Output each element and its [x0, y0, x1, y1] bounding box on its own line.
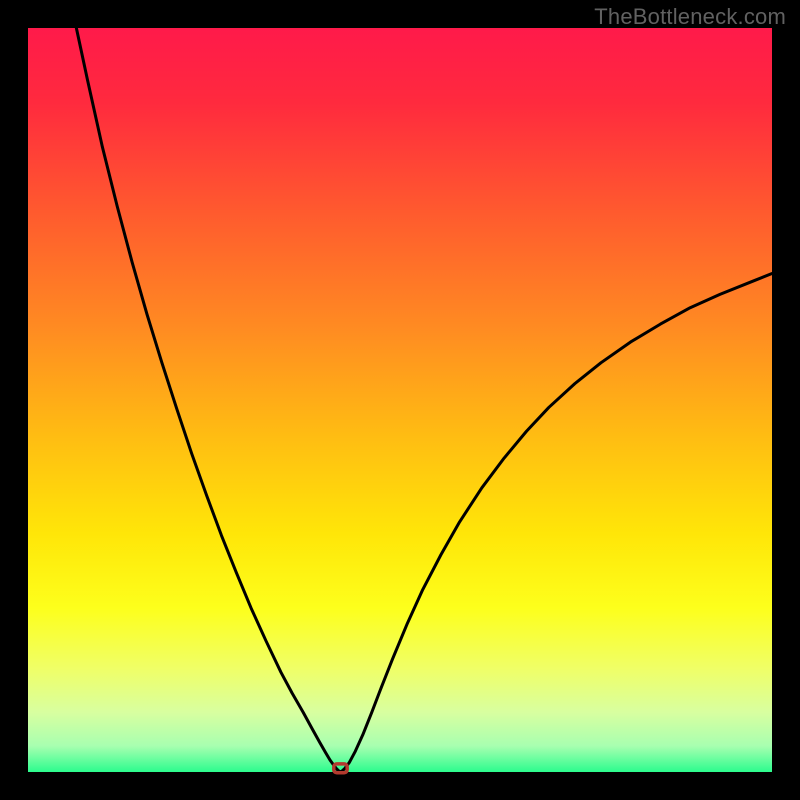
watermark-text: TheBottleneck.com: [594, 4, 786, 30]
chart-background: [28, 28, 772, 772]
chart-container: TheBottleneck.com: [0, 0, 800, 800]
plot-area: [0, 0, 800, 800]
bottleneck-curve-chart: [0, 0, 800, 800]
